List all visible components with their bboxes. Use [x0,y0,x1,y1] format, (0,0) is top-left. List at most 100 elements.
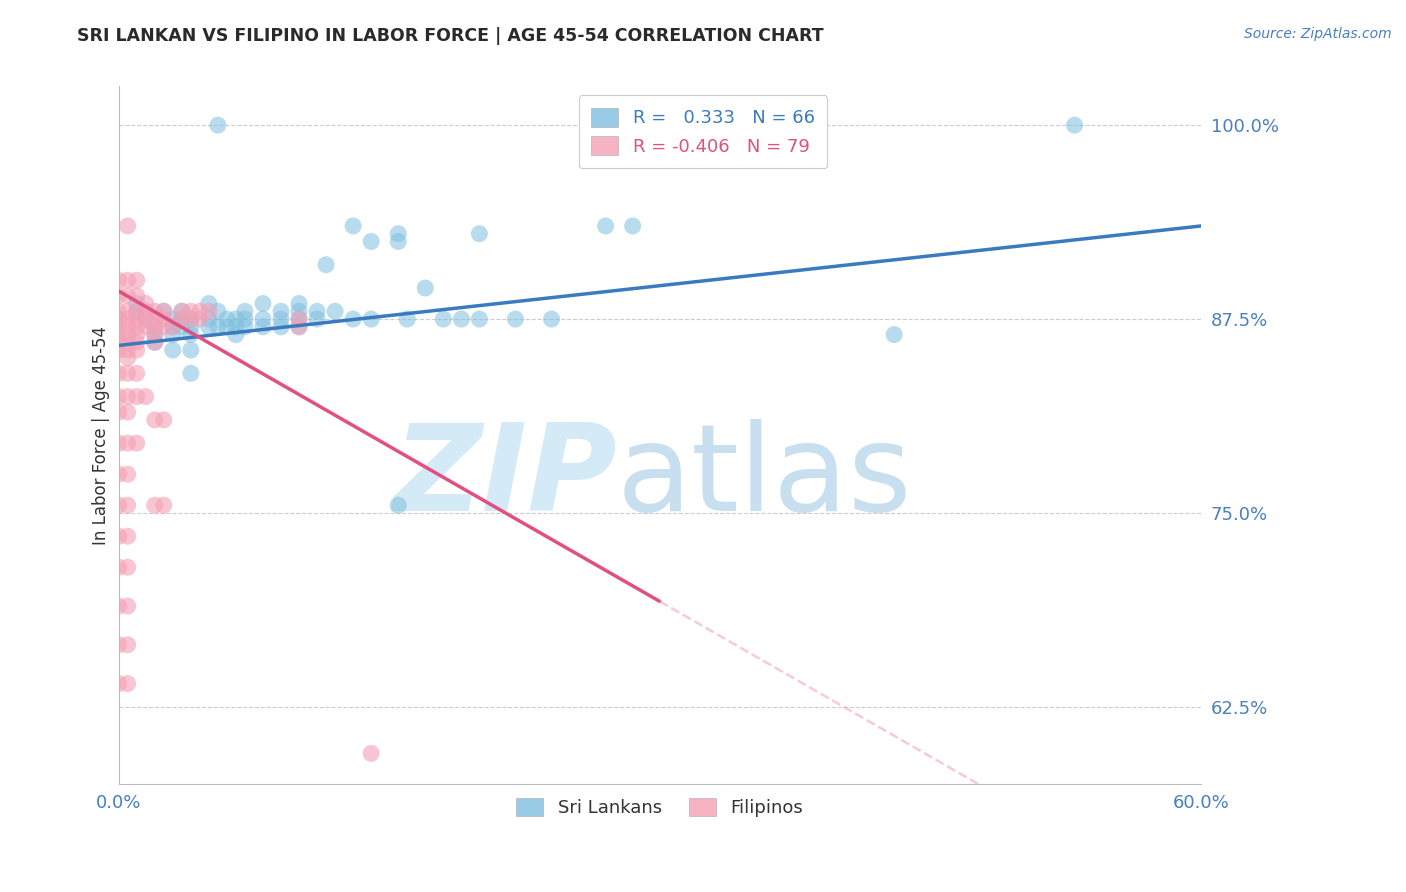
Point [198,319,221,334]
Point [143,335,166,350]
Point [135,319,157,334]
Point [117,343,139,357]
Point [152,319,174,334]
Point [180,312,202,326]
Point [117,289,139,303]
Point [107,335,129,350]
Point [225,319,247,334]
Point [360,747,382,761]
Point [107,436,129,450]
Point [107,289,129,303]
Point [468,312,491,326]
Point [188,304,211,318]
Point [323,304,346,318]
Point [152,498,174,512]
Point [125,296,148,310]
Point [135,304,157,318]
Point [198,304,221,318]
Point [450,312,472,326]
Point [225,312,247,326]
Point [233,312,256,326]
Y-axis label: In Labor Force | Age 45-54: In Labor Force | Age 45-54 [93,326,110,545]
Point [117,560,139,574]
Point [252,319,274,334]
Point [107,390,129,404]
Point [107,327,129,342]
Point [143,319,166,334]
Point [783,118,806,132]
Point [135,312,157,326]
Point [170,312,193,326]
Point [107,304,129,318]
Point [117,327,139,342]
Point [125,335,148,350]
Point [162,312,184,326]
Point [107,343,129,357]
Point [270,319,292,334]
Point [180,367,202,381]
Point [107,599,129,613]
Point [143,327,166,342]
Point [207,118,229,132]
Point [288,319,311,334]
Point [107,529,129,543]
Point [117,367,139,381]
Point [125,304,148,318]
Point [125,390,148,404]
Point [180,327,202,342]
Point [288,319,311,334]
Text: Source: ZipAtlas.com: Source: ZipAtlas.com [1244,27,1392,41]
Point [595,219,617,233]
Point [125,327,148,342]
Point [125,367,148,381]
Point [152,312,174,326]
Point [170,312,193,326]
Point [315,258,337,272]
Point [125,304,148,318]
Point [1063,118,1085,132]
Point [107,560,129,574]
Point [117,351,139,365]
Point [107,367,129,381]
Point [162,319,184,334]
Point [117,273,139,287]
Point [125,343,148,357]
Point [152,304,174,318]
Point [107,312,129,326]
Point [342,312,364,326]
Point [117,219,139,233]
Point [117,436,139,450]
Point [207,319,229,334]
Point [288,296,311,310]
Point [621,219,644,233]
Point [207,304,229,318]
Point [143,319,166,334]
Point [117,676,139,690]
Point [215,312,238,326]
Point [307,312,329,326]
Point [360,312,382,326]
Point [162,343,184,357]
Point [225,327,247,342]
Point [107,498,129,512]
Point [270,312,292,326]
Point [233,304,256,318]
Point [180,343,202,357]
Point [468,227,491,241]
Text: ZIP: ZIP [392,418,616,536]
Point [117,405,139,419]
Point [143,413,166,427]
Point [107,638,129,652]
Point [387,227,409,241]
Point [288,304,311,318]
Text: atlas: atlas [616,418,912,536]
Point [307,304,329,318]
Text: SRI LANKAN VS FILIPINO IN LABOR FORCE | AGE 45-54 CORRELATION CHART: SRI LANKAN VS FILIPINO IN LABOR FORCE | … [77,27,824,45]
Point [180,319,202,334]
Point [152,304,174,318]
Point [117,498,139,512]
Point [125,312,148,326]
Point [413,281,436,295]
Point [180,304,202,318]
Point [135,312,157,326]
